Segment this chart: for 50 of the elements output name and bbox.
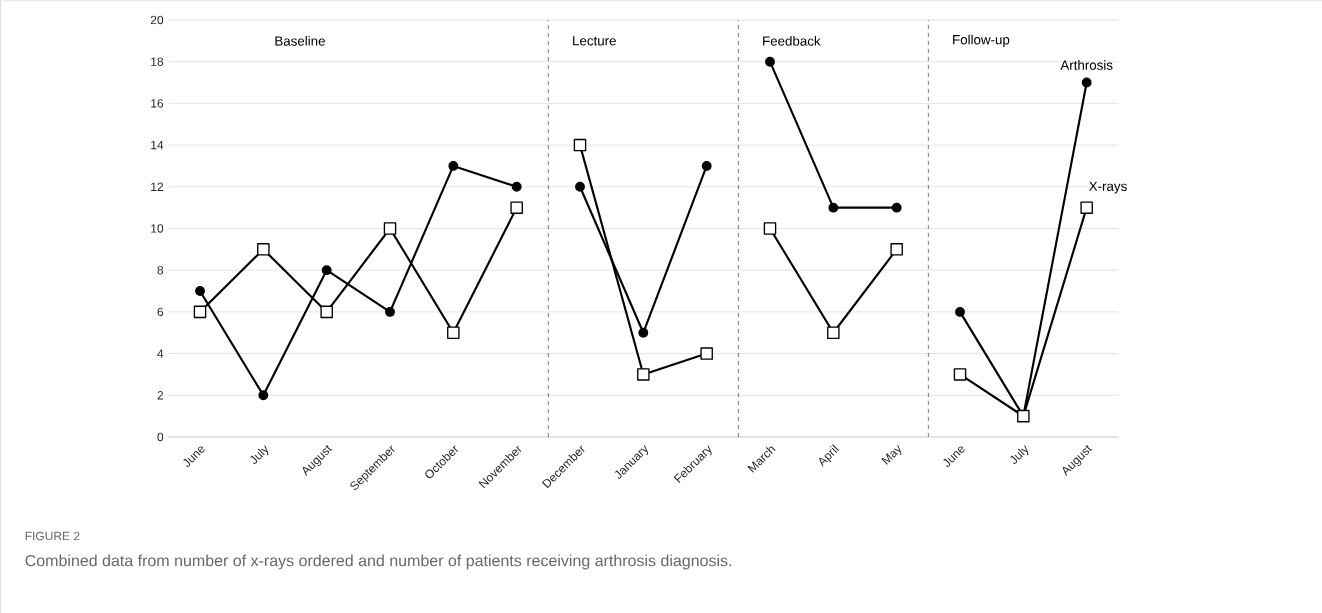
point [891, 202, 902, 213]
point [700, 347, 713, 360]
point [890, 243, 903, 256]
point [321, 265, 332, 276]
point [701, 161, 712, 171]
point [638, 327, 649, 338]
point [257, 243, 270, 256]
point [447, 326, 460, 340]
point [511, 181, 522, 192]
point [1080, 201, 1093, 214]
point [765, 56, 775, 67]
point [195, 286, 205, 296]
point [385, 306, 395, 317]
point [258, 390, 269, 401]
annotation: Baseline [275, 35, 325, 46]
point [383, 222, 397, 235]
annotation: Lecture [573, 36, 616, 46]
x-tick-label: May [881, 445, 902, 465]
point [827, 326, 840, 340]
text: FIGURE 2 [25, 531, 80, 541]
point [575, 181, 585, 192]
y-tick-label: 14 [151, 140, 164, 150]
series-label: Arthrosis [1060, 60, 1113, 70]
annotation: Follow-up [953, 34, 1010, 48]
y-tick-label: 20 [150, 15, 164, 25]
text: Combined data from number of x-rays ordered and number of patients receiving arthrosis diagnosis. [25, 554, 732, 570]
y-tick-label: 10 [151, 224, 164, 233]
point [510, 201, 523, 214]
y-tick-label: 0 [157, 432, 164, 442]
y-tick-label: 16 [151, 99, 164, 108]
point [763, 222, 777, 235]
point [828, 202, 839, 213]
point [1081, 77, 1092, 88]
y-tick-label: 2 [157, 391, 164, 400]
point [193, 305, 207, 319]
y-tick-label: 18 [151, 57, 164, 66]
series-label: X-rays [1089, 181, 1127, 194]
annotation: Feedback [763, 35, 821, 46]
point [448, 161, 459, 171]
x-tick-label: July [250, 445, 269, 464]
y-tick-label: 4 [157, 349, 164, 358]
point [320, 305, 333, 319]
point [573, 138, 587, 152]
y-tick-label: 6 [157, 307, 164, 317]
point [955, 306, 965, 317]
point [637, 368, 650, 381]
y-tick-label: 12 [151, 182, 164, 191]
y-tick-label: 8 [157, 265, 164, 275]
x-tick-label: July [1010, 445, 1029, 464]
point [953, 368, 967, 381]
